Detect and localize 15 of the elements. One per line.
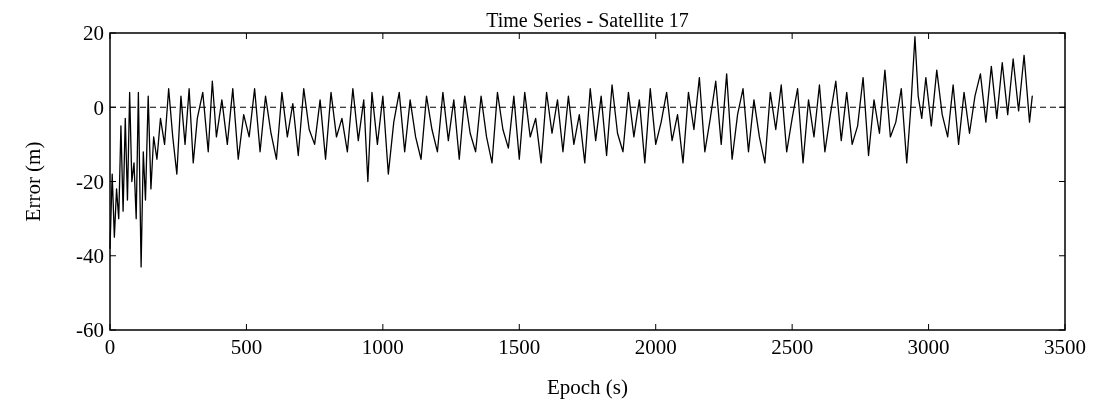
y-tick-label: 0 [93,95,104,120]
x-tick-label: 3000 [907,335,950,359]
y-tick-label: -40 [76,244,104,269]
x-tick-label: 1500 [498,335,541,359]
x-tick-label: 2500 [771,335,814,359]
x-tick-label: 2000 [634,335,677,359]
chart-title: Time Series - Satellite 17 [486,9,689,31]
y-tick-label: -20 [76,169,104,194]
x-tick-label: 500 [230,335,263,359]
x-tick-label: 3500 [1044,335,1086,359]
y-tick-label: -60 [76,318,104,343]
x-tick-label: 1000 [361,335,404,359]
y-axis-title: Error (m) [21,141,45,222]
y-tick-label: 20 [83,21,104,46]
x-axis-title: Epoch (s) [546,375,629,399]
